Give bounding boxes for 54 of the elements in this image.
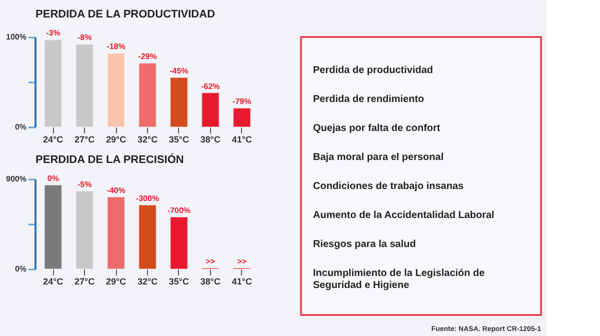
annotation: -5% bbox=[77, 180, 92, 189]
x-tick-label: 27°C bbox=[74, 134, 96, 144]
annotation: -40% bbox=[106, 186, 126, 195]
chart-title: PERDIDA DE LA PRECISIÓN bbox=[36, 153, 184, 166]
bar bbox=[106, 52, 126, 128]
bar bbox=[44, 39, 62, 128]
annotation: -79% bbox=[232, 97, 252, 106]
x-tick-label: 38°C bbox=[200, 276, 221, 286]
x-tick-label: 41°C bbox=[232, 276, 252, 286]
x-tick-label: 24°C bbox=[43, 276, 64, 286]
y-tick-label: 900% bbox=[6, 174, 26, 184]
annotation: -62% bbox=[201, 82, 220, 91]
annotation: -700% bbox=[167, 206, 191, 215]
x-tick-label: 29°C bbox=[106, 134, 127, 144]
bar bbox=[75, 44, 94, 128]
x-tick-label: 29°C bbox=[106, 276, 127, 286]
y-tick-label: 0% bbox=[14, 122, 26, 132]
chart-title: PERDIDA DE LA PRODUCTIVIDAD bbox=[36, 8, 216, 21]
bar bbox=[106, 196, 126, 270]
bar bbox=[170, 216, 188, 270]
annotation: -8% bbox=[77, 33, 92, 42]
y-tick-label: 100% bbox=[6, 32, 26, 42]
text: Condiciones de trabajo insanas bbox=[313, 181, 464, 192]
text: Quejas por falta de confort bbox=[313, 123, 441, 134]
x-tick-label: 35°C bbox=[168, 134, 190, 144]
bar bbox=[232, 108, 252, 128]
text: Incumplimiento de la Legislación de Seguridad e Higiene bbox=[313, 268, 486, 291]
annotation: -29% bbox=[138, 52, 157, 62]
bar bbox=[138, 62, 157, 128]
annotation: >> bbox=[237, 257, 247, 266]
bar bbox=[44, 184, 62, 270]
annotation: -18% bbox=[106, 42, 126, 52]
text: Baja moral para el personal bbox=[313, 152, 444, 163]
y-tick-label: 0% bbox=[14, 264, 26, 274]
text: Aumento de la Accidentalidad Laboral bbox=[313, 210, 495, 221]
x-tick-label: 24°C bbox=[43, 134, 64, 144]
x-tick-label: 38°C bbox=[200, 134, 221, 144]
annotation: -3% bbox=[46, 28, 60, 38]
bar bbox=[170, 77, 188, 128]
x-tick-label: 32°C bbox=[137, 134, 158, 144]
bar bbox=[201, 92, 220, 128]
x-tick-label: 41°C bbox=[232, 134, 252, 144]
x-tick-label: 35°C bbox=[168, 276, 190, 286]
text: Perdida de productividad bbox=[313, 65, 434, 76]
text: Perdida de rendimiento bbox=[313, 94, 424, 105]
text: Riesgos para la salud bbox=[313, 239, 416, 250]
annotation: -300% bbox=[136, 194, 160, 203]
annotation: 0% bbox=[47, 174, 59, 183]
bar bbox=[75, 190, 94, 270]
annotation: -45% bbox=[170, 66, 188, 76]
bar bbox=[138, 204, 157, 270]
annotation: >> bbox=[206, 257, 216, 266]
x-tick-label: 27°C bbox=[74, 276, 96, 286]
x-tick-label: 32°C bbox=[137, 276, 158, 286]
